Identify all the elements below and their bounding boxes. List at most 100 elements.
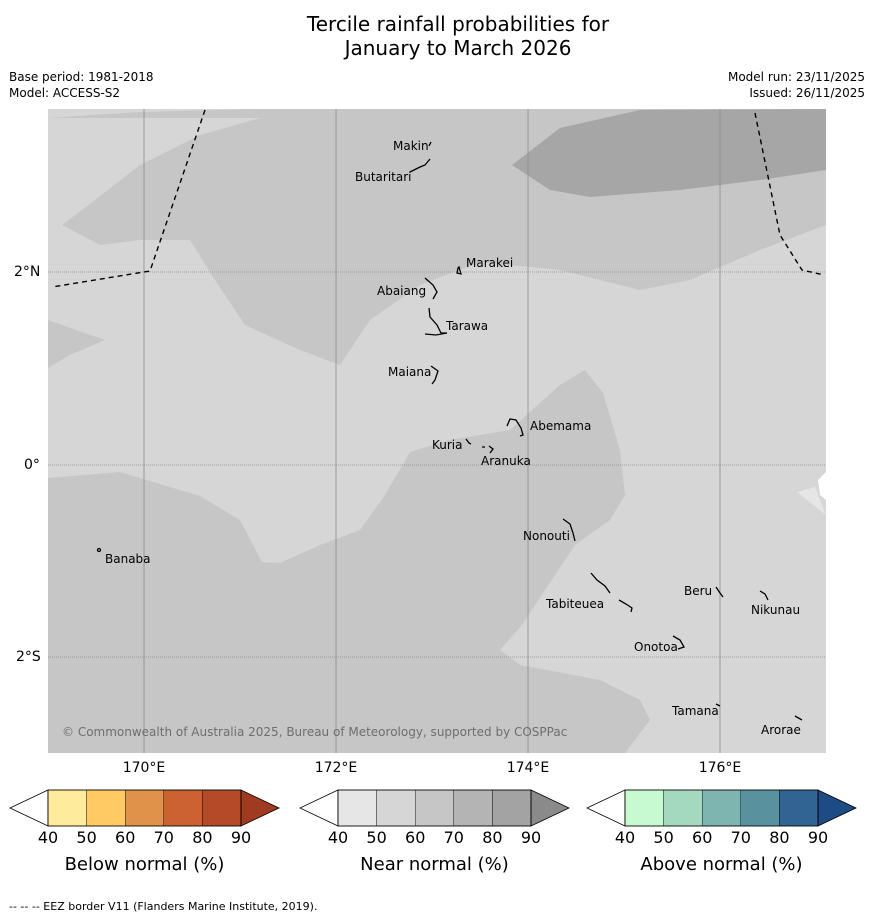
lat-label-2s: 2°S: [16, 649, 41, 665]
lon-label-170: 170°E: [122, 760, 166, 776]
label-kuria: Kuria: [432, 438, 463, 452]
meta-right: Model run: 23/11/2025 Issued: 26/11/2025: [728, 69, 865, 101]
colorbar-1-box-3: [453, 789, 493, 827]
abemama-outline: [506, 418, 524, 437]
island-outlines: [96, 141, 803, 721]
meta-left: Base period: 1981-2018 Model: ACCESS-S2: [9, 69, 154, 101]
colorbar-2-under-triangle: [586, 789, 626, 827]
colorbar-1-tick-50: 50: [366, 828, 387, 847]
base-period: Base period: 1981-2018: [9, 70, 154, 84]
colorbar-2-tick-90: 90: [807, 828, 829, 847]
eez-footnote: -- -- -- EEZ border V11 (Flanders Marine…: [9, 900, 318, 913]
colorbar-2-tick-70: 70: [730, 828, 751, 847]
colorbar-0-box-4: [202, 789, 242, 827]
colorbar-2-box-0: [624, 789, 664, 827]
colorbar-0-tick-50: 50: [76, 828, 97, 847]
label-abemama: Abemama: [530, 419, 592, 433]
label-tarawa: Tarawa: [446, 319, 489, 333]
beru-outline: [715, 586, 724, 598]
lon-label-174: 174°E: [506, 760, 550, 776]
map-title: Tercile rainfall probabilities for Janua…: [0, 12, 873, 60]
banaba-outline: [96, 547, 102, 553]
colorbar-2-tick-50: 50: [653, 828, 674, 847]
graticule: [48, 109, 826, 753]
colorbar-0-frame: [47, 789, 242, 827]
nonouti-outline: [562, 518, 576, 542]
abaiang-outline: [424, 277, 438, 300]
title-line-1: Tercile rainfall probabilities for: [306, 12, 610, 36]
colorbar-0-tick-80: 80: [192, 828, 213, 847]
label-nonouti: Nonouti: [523, 529, 570, 543]
lon-label-172: 172°E: [314, 760, 358, 776]
lat-label-2n: 2°N: [14, 264, 41, 280]
label-arorae: Arorae: [761, 723, 801, 737]
colorbar-0-box-3: [163, 789, 203, 827]
colorbar-2-tick-40: 40: [614, 828, 636, 847]
colorbar-1-frame: [337, 789, 532, 827]
near-normal-50-patch: [797, 487, 826, 515]
label-banaba: Banaba: [105, 552, 151, 566]
eez-border-east: [754, 112, 825, 276]
tamana-outline: [715, 703, 721, 707]
title-line-2: January to March 2026: [344, 36, 572, 60]
low-probability-patch: [818, 472, 826, 500]
label-nikunau: Nikunau: [751, 603, 801, 617]
colorbar-0-box-1: [86, 789, 126, 827]
label-tabiteuea: Tabiteuea: [546, 597, 605, 611]
label-maiana: Maiana: [388, 365, 432, 379]
colorbar-1-tick-80: 80: [482, 828, 503, 847]
eez-border-west: [51, 109, 206, 288]
colorbar-2-tick-60: 60: [692, 828, 713, 847]
colorbar-1-over-triangle: [530, 789, 570, 827]
colorbar-1-box-0: [337, 789, 377, 827]
label-aranuka: Aranuka: [481, 454, 531, 468]
tabiteuea-outline: [590, 572, 633, 613]
label-abaiang: Abaiang: [377, 284, 427, 298]
colorbar-2-box-4: [779, 789, 819, 827]
colorbar-1-tick-70: 70: [443, 828, 464, 847]
colorbar-0-tick-90: 90: [230, 828, 252, 847]
colorbar-1-tick-40: 40: [327, 828, 349, 847]
label-marakei: Marakei: [466, 256, 514, 270]
lon-label-176: 176°E: [698, 760, 742, 776]
near-normal-60-region-west: [48, 320, 105, 368]
colorbar-0-tick-60: 60: [115, 828, 136, 847]
colorbar-0-over-triangle: [240, 789, 280, 827]
colorbar-0-box-0: [47, 789, 87, 827]
colorbar-2-over-triangle: [817, 789, 857, 827]
label-makin: Makin: [393, 139, 429, 153]
label-tamana: Tamana: [672, 704, 719, 718]
copyright-notice: © Commonwealth of Australia 2025, Bureau…: [62, 725, 568, 739]
colorbar-1-tick-90: 90: [520, 828, 542, 847]
label-beru: Beru: [684, 584, 713, 598]
colorbar-0-tick-70: 70: [153, 828, 174, 847]
colorbar-1-title: Near normal (%): [360, 854, 509, 875]
aranuka-outline: [482, 445, 494, 454]
colorbar-2-box-1: [663, 789, 703, 827]
colorbar-1-box-4: [492, 789, 532, 827]
near-normal-70-region: [512, 109, 826, 197]
colorbar-2-frame: [624, 789, 819, 827]
makin-outline: [428, 141, 432, 147]
colorbar-2-title: Above normal (%): [640, 854, 803, 875]
model-name: Model: ACCESS-S2: [9, 86, 121, 100]
probability-field: [48, 109, 826, 753]
butaritari-outline: [409, 158, 431, 173]
colorbar-1-tick-60: 60: [405, 828, 426, 847]
tarawa-outline: [424, 307, 448, 336]
colorbar-0-tick-40: 40: [37, 828, 59, 847]
colorbar-0-under-triangle: [9, 789, 49, 827]
kuria-outline: [465, 438, 472, 445]
label-butaritari: Butaritari: [355, 170, 412, 184]
lat-label-0: 0°: [24, 457, 40, 473]
issued-date: Issued: 26/11/2025: [749, 86, 865, 100]
colorbar-1-box-1: [376, 789, 416, 827]
colorbar-1-box-2: [415, 789, 455, 827]
nikunau-outline: [759, 590, 769, 601]
onotoa-outline: [672, 635, 685, 650]
colorbars: [9, 789, 857, 827]
marakei-outline: [456, 265, 462, 275]
colorbar-0-box-2: [124, 789, 164, 827]
arorae-outline: [794, 715, 803, 721]
